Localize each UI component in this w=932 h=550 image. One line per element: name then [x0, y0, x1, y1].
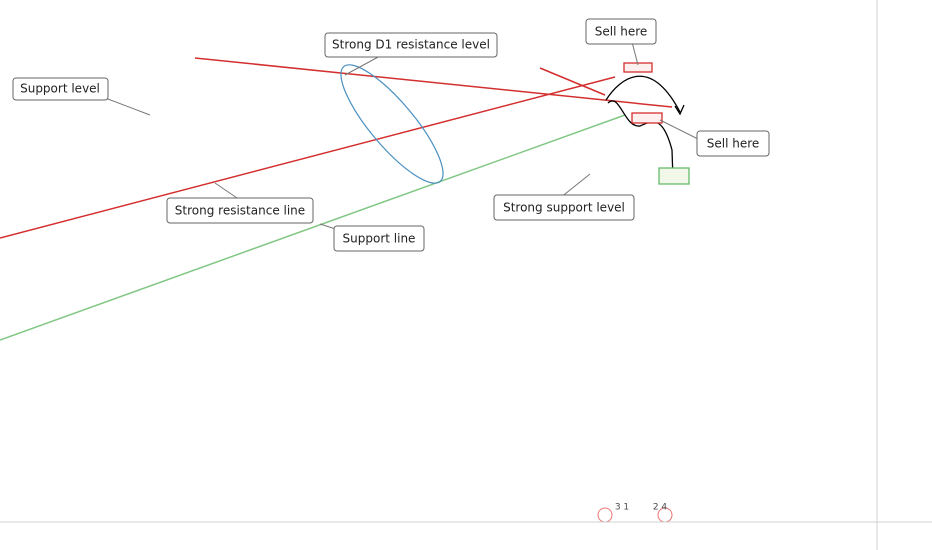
support-line: [0, 114, 626, 341]
callout-pointer: [344, 55, 381, 76]
callout-box: [493, 194, 635, 221]
annotation: Strong D1 resistance level: [332, 38, 490, 52]
short-resistance-line: [539, 67, 606, 96]
callout-pointer: [99, 95, 151, 116]
drawings: Sell here Strong D1 resistance level Sup…: [0, 18, 770, 523]
event-badge: 3 1: [615, 503, 629, 513]
callout-pointer: [659, 119, 701, 141]
callout-box: [585, 18, 657, 45]
target-box: [658, 167, 690, 185]
callout-pointer: [214, 182, 241, 201]
callout-box: [12, 77, 109, 101]
target-box: [623, 62, 653, 73]
callout-pointer: [631, 41, 639, 66]
event-icon: [597, 507, 613, 523]
annotation: Strong resistance line: [175, 204, 305, 218]
event-badge: 2 4: [653, 503, 668, 513]
arrow-path: [605, 75, 681, 113]
annotation: Sell here: [595, 25, 648, 39]
annotation: Support line: [343, 232, 416, 246]
annotation: Sell here: [707, 137, 760, 151]
d1-resistance-line: [194, 57, 673, 108]
arrow-path: [607, 100, 674, 181]
callout-box: [333, 225, 425, 252]
callout-pointer: [559, 173, 591, 199]
annotation: Support level: [20, 82, 100, 96]
callout-box: [696, 130, 770, 157]
annotation: Strong support level: [503, 201, 625, 215]
callout-box: [166, 197, 314, 224]
resistance-line: [0, 76, 616, 239]
target-box: [631, 112, 663, 124]
arrow-head: [674, 104, 685, 116]
callout-box: [324, 32, 498, 58]
highlight-ellipse: [340, 64, 444, 184]
